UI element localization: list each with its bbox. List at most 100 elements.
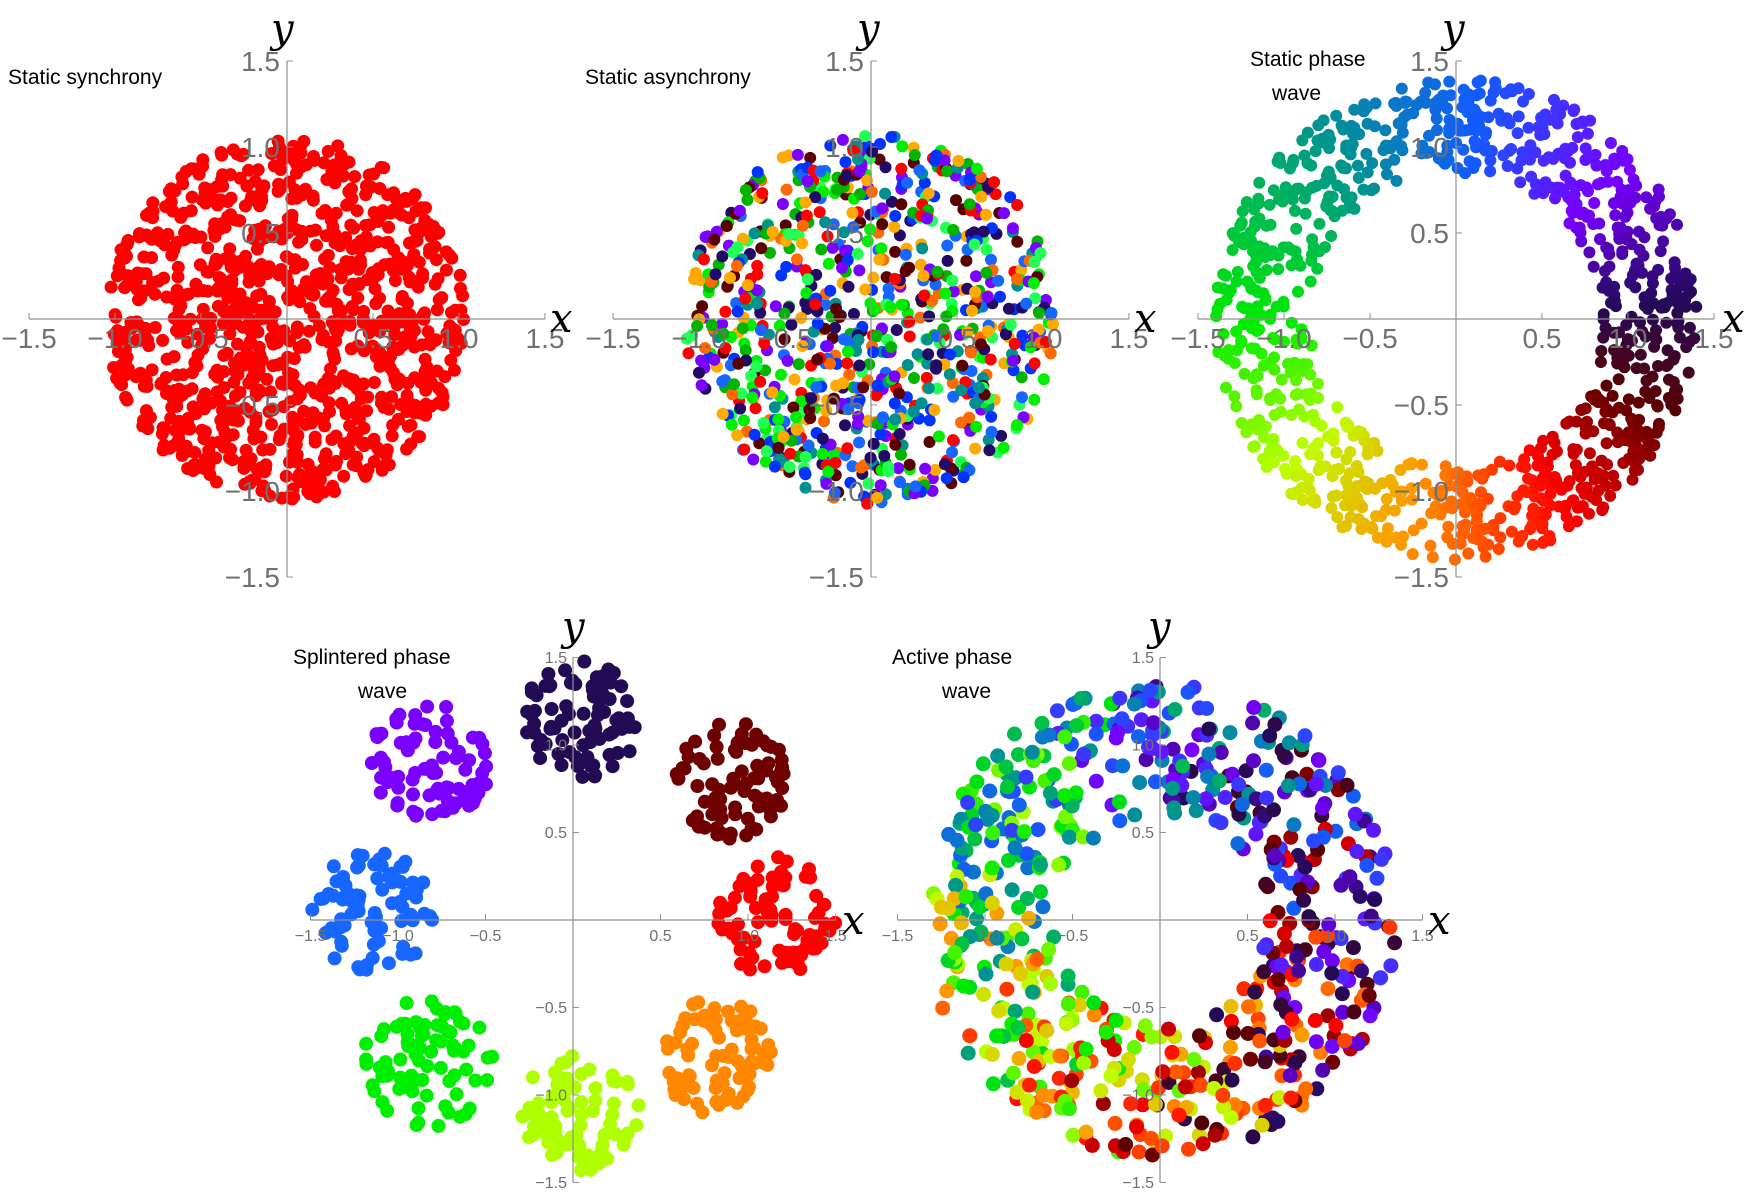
data-point: [970, 162, 983, 175]
data-point: [960, 795, 976, 811]
data-point: [454, 282, 467, 295]
data-point: [709, 1049, 724, 1064]
data-point: [1222, 725, 1238, 741]
data-point: [234, 260, 248, 274]
data-point: [1129, 1119, 1144, 1135]
data-point: [1051, 857, 1067, 873]
data-point: [867, 437, 880, 450]
data-point: [1256, 964, 1272, 980]
x-tick-label: −0.5: [1057, 928, 1089, 945]
data-point: [1595, 345, 1608, 357]
data-point: [879, 187, 891, 200]
data-point: [244, 193, 258, 207]
data-point: [252, 383, 265, 397]
data-point: [1270, 1113, 1286, 1129]
data-point: [1319, 241, 1331, 254]
data-point: [1024, 341, 1037, 354]
data-point: [322, 335, 335, 349]
data-point: [755, 242, 768, 255]
data-point: [813, 206, 826, 219]
data-point: [1362, 1008, 1378, 1024]
data-point: [1348, 484, 1361, 497]
data-point: [800, 209, 813, 222]
data-point: [357, 344, 371, 358]
data-point: [1538, 182, 1551, 195]
data-point: [420, 1059, 435, 1074]
data-point: [1334, 986, 1350, 1002]
data-point: [1044, 347, 1057, 360]
data-point: [720, 220, 733, 232]
data-point: [1422, 76, 1435, 89]
data-point: [243, 405, 257, 419]
data-point: [316, 277, 330, 291]
data-point: [1267, 184, 1280, 197]
data-point: [1175, 758, 1191, 774]
y-axis-title: y: [855, 6, 881, 52]
data-point: [1649, 385, 1662, 398]
data-point: [995, 429, 1008, 442]
data-point: [1296, 892, 1312, 908]
data-point: [744, 1054, 759, 1069]
data-point: [348, 170, 362, 184]
data-point: [1330, 446, 1343, 459]
data-point: [567, 725, 582, 740]
data-point: [1286, 193, 1299, 206]
data-point: [1531, 459, 1544, 472]
data-point: [1301, 126, 1314, 139]
data-point: [449, 303, 462, 317]
data-point: [757, 417, 770, 429]
data-point: [1609, 479, 1622, 492]
data-point: [1257, 359, 1270, 372]
data-point: [1180, 684, 1196, 700]
data-point: [1276, 926, 1292, 942]
data-point: [1266, 245, 1279, 258]
data-point: [1268, 351, 1281, 364]
data-point: [1011, 797, 1027, 813]
data-point: [950, 194, 962, 207]
data-point: [801, 273, 814, 286]
data-point: [388, 328, 402, 342]
data-point: [325, 315, 339, 329]
y-tick-label: −0.5: [1394, 390, 1449, 421]
data-point: [1029, 292, 1042, 305]
data-point: [138, 284, 151, 298]
y-axis-title: y: [560, 604, 586, 650]
data-point: [330, 454, 343, 468]
data-point: [895, 198, 908, 211]
data-point: [922, 382, 935, 395]
data-point: [309, 223, 322, 237]
data-point: [1051, 1070, 1067, 1086]
data-point: [1247, 984, 1263, 1000]
data-point: [1144, 1029, 1160, 1045]
data-point: [913, 164, 926, 177]
data-point: [1640, 374, 1653, 387]
data-point: [1223, 999, 1239, 1014]
data-point: [167, 438, 181, 452]
panel-title: Static asynchrony: [585, 66, 751, 89]
x-tick-label: 0.5: [1236, 928, 1258, 945]
data-point: [853, 436, 866, 449]
data-point: [889, 438, 902, 451]
data-point: [1308, 1034, 1324, 1050]
data-point: [930, 362, 942, 375]
data-point: [1248, 203, 1261, 216]
data-point: [949, 832, 965, 848]
data-point: [785, 318, 798, 331]
data-point: [363, 218, 377, 232]
data-point: [357, 304, 371, 318]
data-point: [1004, 882, 1020, 898]
data-point: [735, 387, 748, 400]
data-point: [198, 462, 212, 476]
data-point: [1313, 217, 1326, 230]
data-point: [1289, 949, 1305, 965]
data-point: [1682, 287, 1695, 300]
data-point: [994, 290, 1006, 303]
data-point: [1142, 682, 1158, 698]
data-point: [429, 1033, 444, 1048]
data-point: [708, 353, 721, 366]
data-point: [1377, 144, 1390, 157]
data-point: [1277, 300, 1290, 313]
data-point: [1357, 517, 1370, 530]
data-point: [391, 780, 406, 795]
data-point: [1015, 371, 1028, 384]
